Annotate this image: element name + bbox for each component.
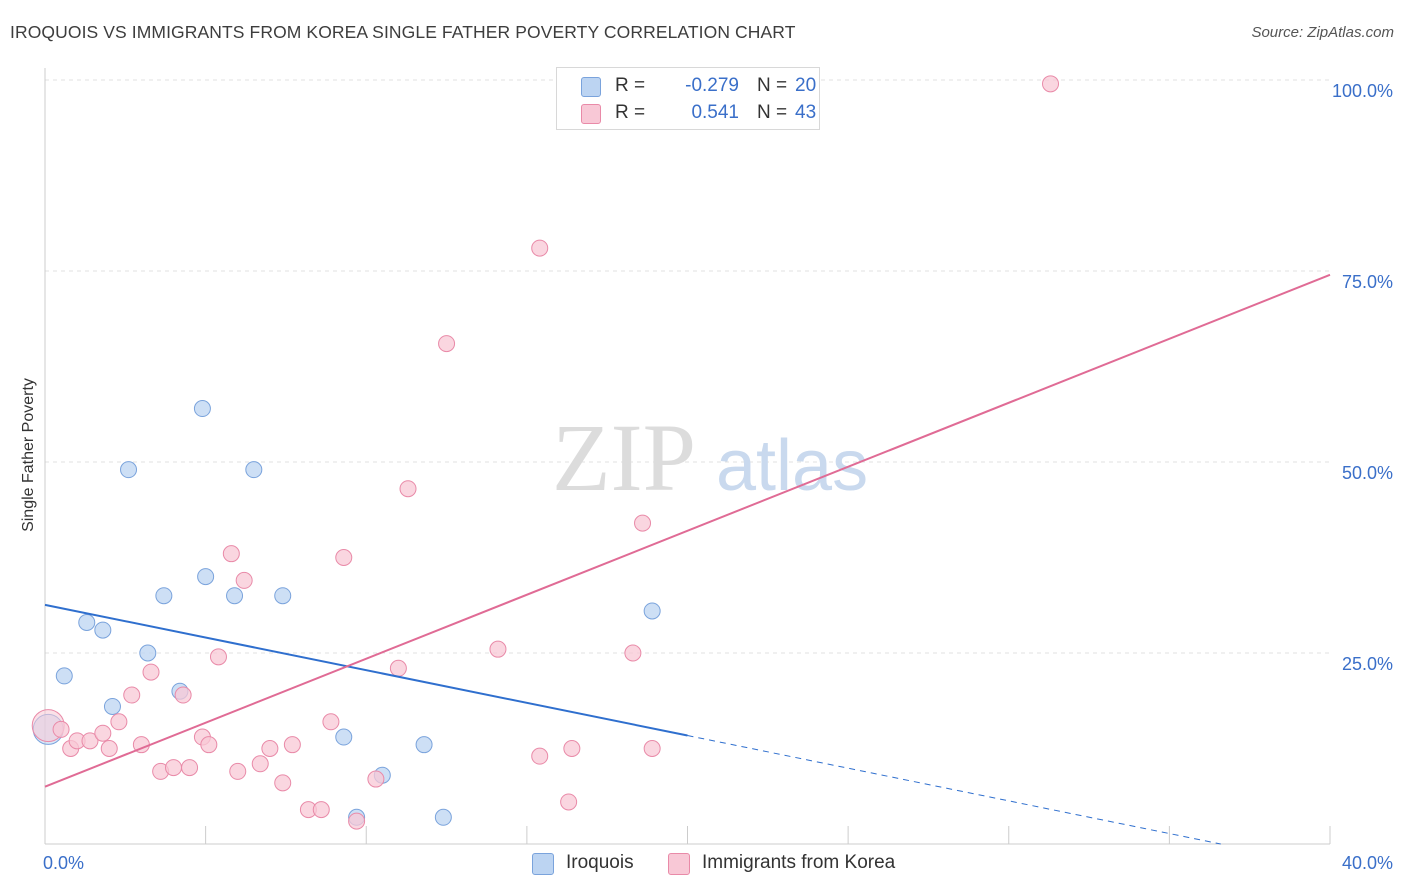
- watermark-atlas: atlas: [716, 426, 868, 506]
- legend-n-value: 43: [795, 102, 817, 123]
- korea-point: [94, 724, 112, 742]
- korea-trend-line: [44, 273, 1331, 788]
- y-tick-label: 75.0%: [1342, 272, 1393, 292]
- legend-r-value: 0.541: [691, 102, 739, 123]
- iroquois-point: [78, 613, 96, 631]
- iroquois-point: [103, 697, 121, 715]
- legend-n-value: 20: [795, 75, 817, 96]
- watermark: ZIP atlas: [552, 404, 868, 511]
- source-label: Source: ZipAtlas.com: [1251, 24, 1394, 41]
- korea-point: [235, 571, 253, 589]
- iroquois-point: [226, 587, 244, 605]
- korea-point: [100, 740, 118, 757]
- korea-point: [389, 659, 407, 677]
- correlation-legend: R = -0.279 N = 20 R = 0.541 N = 43: [556, 67, 820, 130]
- iroquois-trend-line: [44, 603, 688, 737]
- korea-point: [563, 740, 581, 757]
- iroquois-point: [139, 644, 157, 662]
- korea-point: [274, 774, 292, 792]
- korea-point: [209, 648, 227, 666]
- iroquois-point: [193, 400, 211, 418]
- chart-title: IROQUOIS VS IMMIGRANTS FROM KOREA SINGLE…: [10, 22, 796, 42]
- bottom-legend-label: Immigrants from Korea: [702, 852, 896, 873]
- bottom-legend-swatch-blue: [532, 853, 554, 875]
- watermark-zip: ZIP: [552, 404, 696, 511]
- korea-point: [531, 239, 549, 257]
- legend-swatch-blue: [581, 77, 601, 97]
- korea-point: [489, 640, 507, 658]
- iroquois-trend-extension: [687, 735, 1221, 845]
- iroquois-point: [120, 461, 138, 479]
- korea-point: [123, 686, 141, 704]
- y-tick-label: 50.0%: [1342, 463, 1393, 483]
- korea-point: [200, 736, 218, 754]
- korea-point: [335, 549, 353, 566]
- korea-point: [312, 801, 330, 819]
- iroquois-point: [335, 728, 353, 746]
- korea-point: [142, 663, 160, 681]
- legend-r-label: R =: [615, 102, 646, 123]
- legend-swatch-pink: [581, 104, 601, 124]
- korea-point: [165, 759, 182, 777]
- korea-point: [1042, 75, 1060, 93]
- korea-point: [399, 480, 417, 498]
- iroquois-point: [274, 587, 292, 605]
- korea-point: [261, 740, 279, 757]
- iroquois-point: [55, 667, 73, 685]
- korea-point: [624, 644, 642, 662]
- korea-point: [181, 759, 199, 777]
- tick-labels: 100.0% 75.0% 50.0% 25.0% 0.0% 40.0%: [43, 81, 1393, 873]
- legend-n-label: N =: [757, 102, 788, 123]
- legend-r-value: -0.279: [685, 75, 739, 96]
- korea-point: [643, 740, 661, 757]
- y-tick-label: 25.0%: [1342, 654, 1393, 674]
- bottom-legend-label: Iroquois: [566, 852, 634, 873]
- korea-point: [634, 514, 652, 532]
- bottom-legend-swatch-pink: [668, 853, 690, 875]
- korea-point: [174, 686, 192, 704]
- korea-point: [110, 713, 128, 731]
- legend-n-label: N =: [757, 75, 788, 96]
- iroquois-point: [643, 602, 661, 620]
- y-tick-label: 100.0%: [1332, 81, 1393, 101]
- iroquois-point: [434, 808, 452, 826]
- x-tick-label: 40.0%: [1342, 853, 1393, 873]
- iroquois-point: [245, 461, 263, 479]
- korea-point: [81, 732, 99, 750]
- data-points: [31, 75, 1060, 830]
- iroquois-point: [415, 736, 433, 754]
- korea-point: [367, 770, 385, 788]
- korea-point: [283, 736, 301, 754]
- iroquois-point: [155, 587, 173, 605]
- iroquois-point: [197, 568, 215, 586]
- korea-point: [222, 545, 240, 563]
- korea-point: [251, 755, 269, 773]
- korea-point: [531, 747, 549, 765]
- korea-point: [229, 762, 247, 780]
- legend-r-label: R =: [615, 75, 646, 96]
- korea-point: [52, 720, 70, 738]
- x-tick-label: 0.0%: [43, 853, 84, 873]
- gridlines: [45, 79, 1330, 654]
- iroquois-point: [94, 621, 112, 639]
- korea-point: [322, 713, 340, 731]
- korea-point: [560, 793, 578, 811]
- korea-point: [438, 335, 456, 353]
- korea-point: [348, 812, 366, 830]
- trend-lines: [44, 273, 1331, 845]
